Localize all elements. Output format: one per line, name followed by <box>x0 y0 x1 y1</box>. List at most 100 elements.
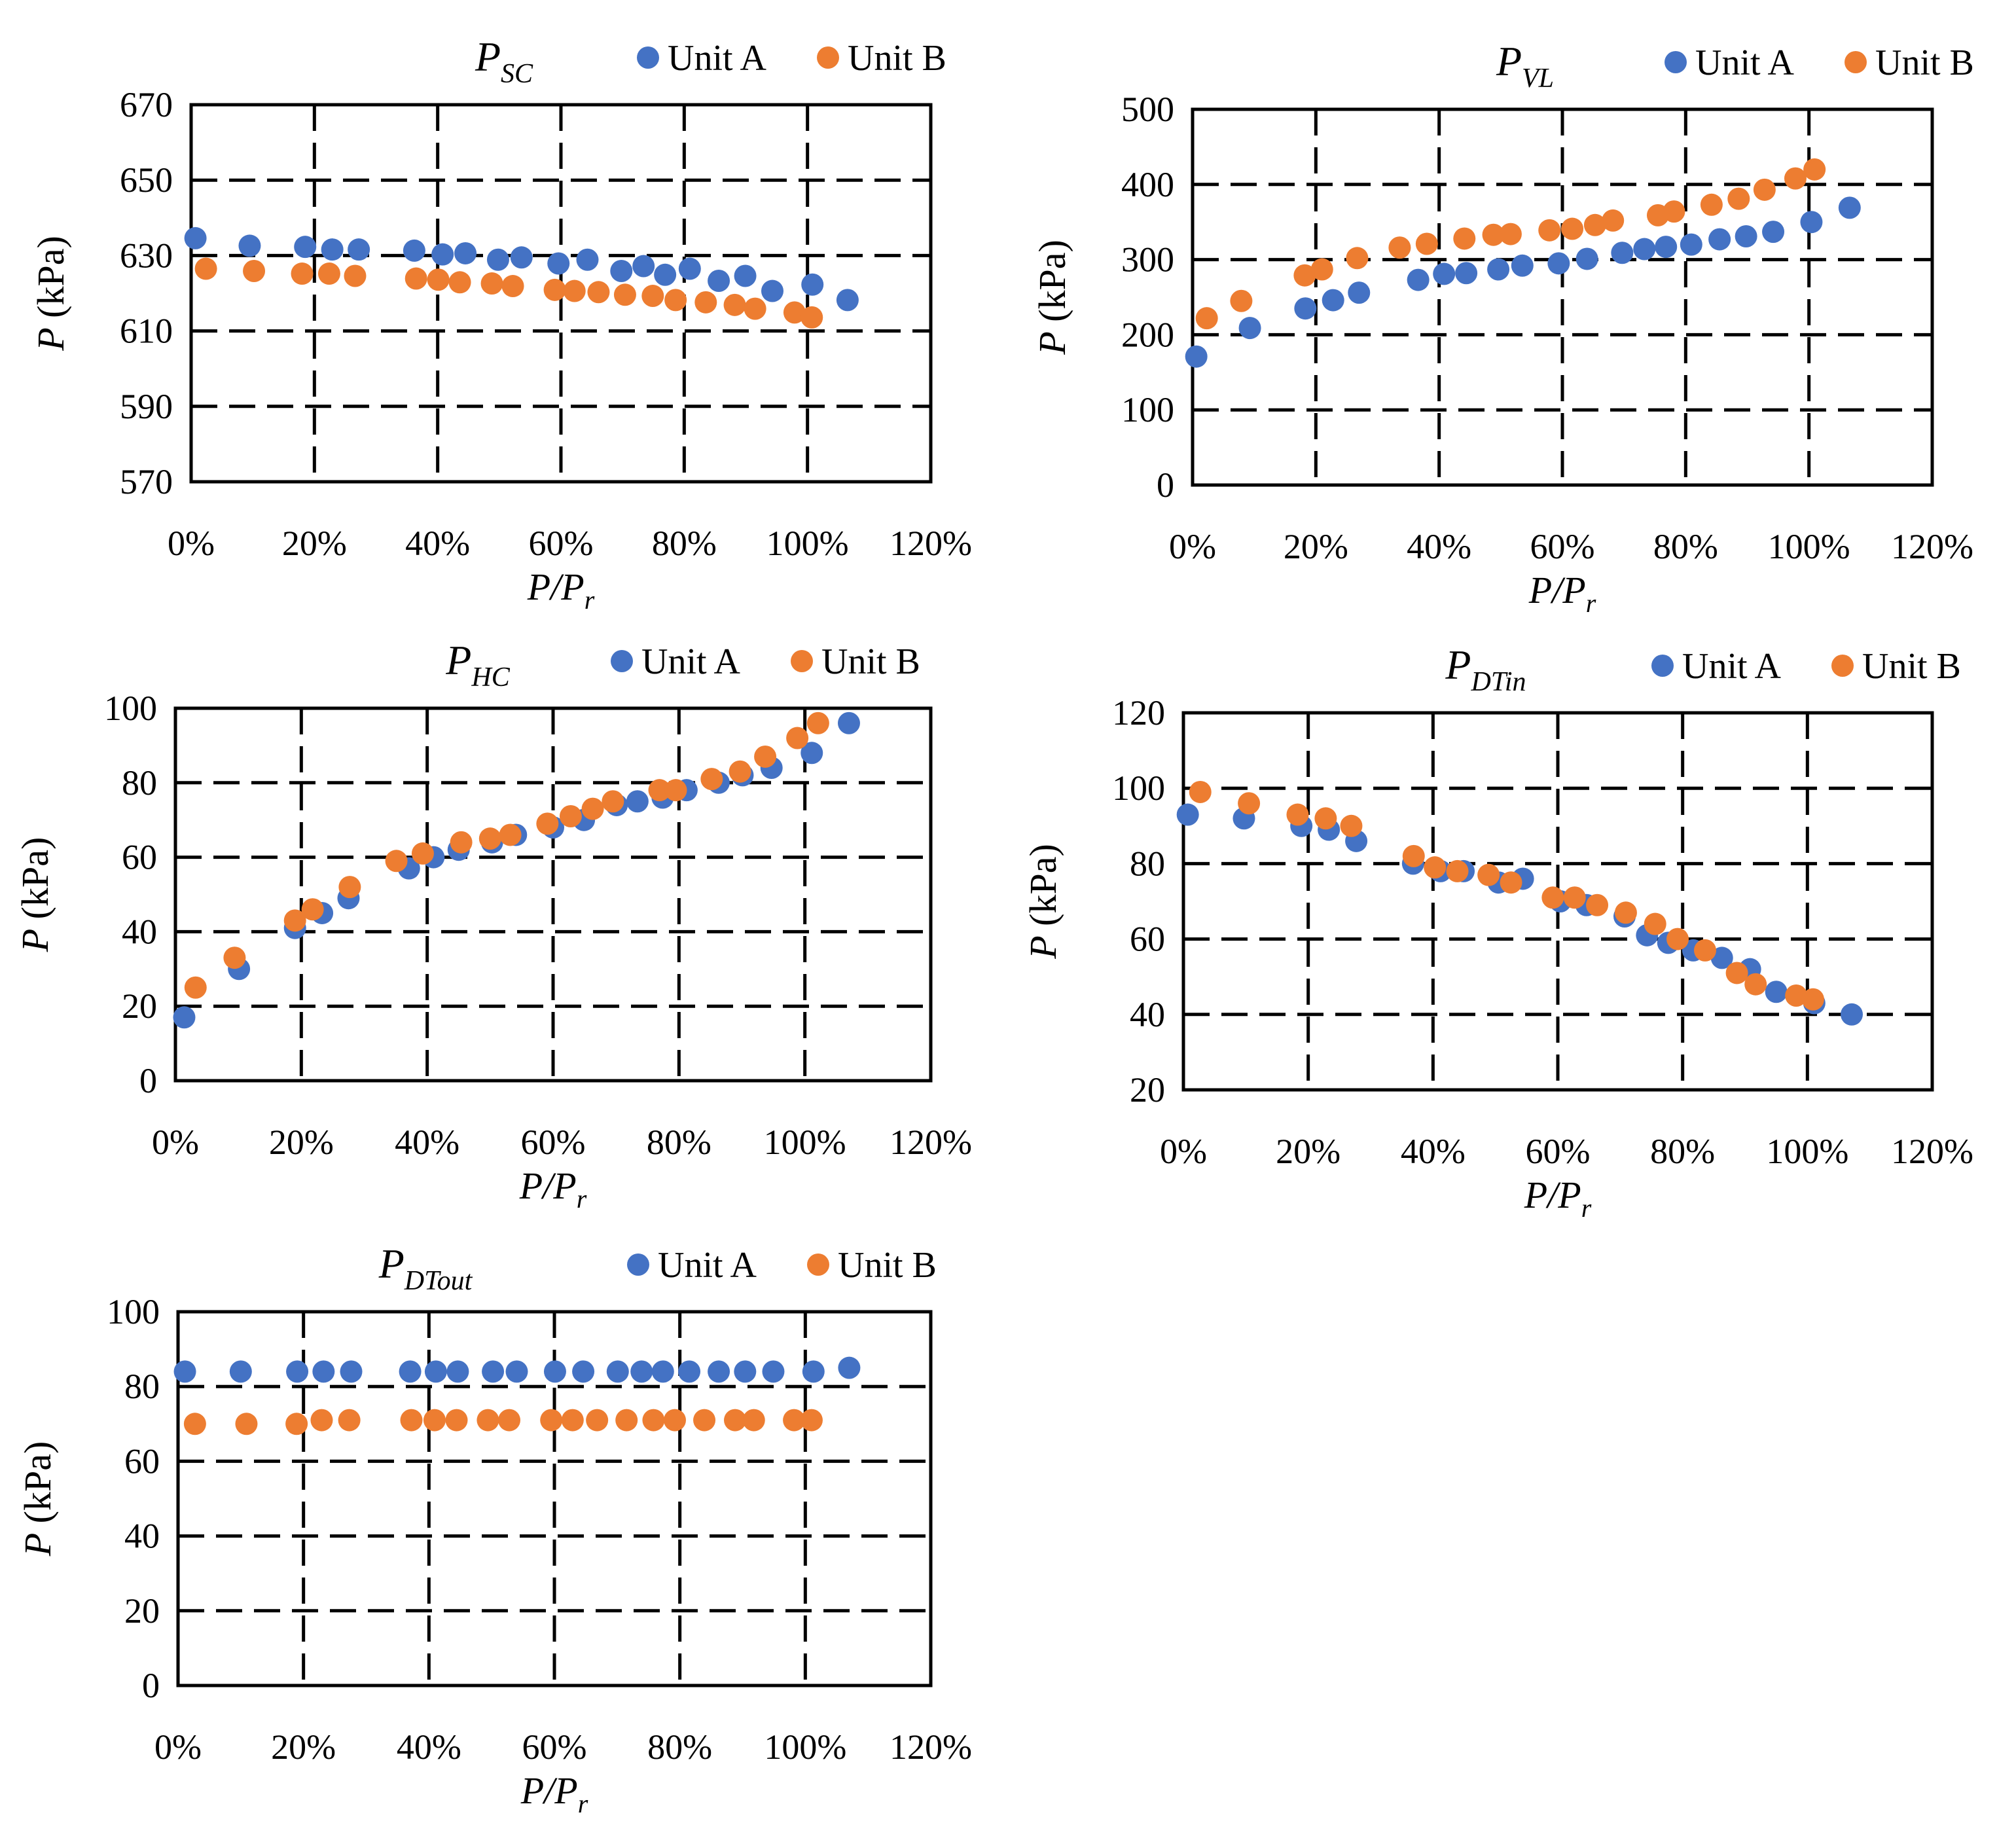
data-point <box>694 291 717 314</box>
y-tick-label: 40 <box>124 1517 160 1556</box>
legend-marker <box>1665 51 1687 73</box>
data-point <box>664 779 687 802</box>
data-point <box>450 831 473 854</box>
data-point <box>238 234 261 257</box>
data-point <box>482 1360 505 1383</box>
plot-frame <box>173 706 933 1083</box>
data-point <box>1727 187 1750 210</box>
data-point <box>1453 227 1476 250</box>
data-point <box>1340 814 1363 837</box>
chart-dtin: 20 40 60 80 100 120 0% 20% 40% 60% 80% 100% 120% P/Pr… <box>1022 641 1973 1223</box>
data-point <box>1735 225 1757 248</box>
x-tick-label: 80% <box>1650 1132 1715 1171</box>
data-point <box>693 1409 716 1432</box>
data-point <box>1238 792 1261 815</box>
y-tick-label: 100 <box>1121 390 1174 429</box>
data-point <box>536 812 559 835</box>
data-point <box>423 1409 446 1432</box>
series-unit-b <box>1195 158 1826 330</box>
data-point <box>1663 200 1685 223</box>
x-tick-label: 20% <box>271 1727 336 1767</box>
data-point <box>1680 233 1702 256</box>
data-point <box>498 1409 520 1432</box>
x-tick-label: 120% <box>1891 527 1973 566</box>
data-point <box>1583 213 1606 236</box>
data-point <box>802 1360 825 1383</box>
series-unit-b <box>194 257 823 329</box>
data-point <box>1310 258 1333 281</box>
data-point <box>1633 238 1656 261</box>
data-point <box>806 712 829 734</box>
data-point <box>283 909 306 932</box>
data-point <box>734 1360 757 1383</box>
data-point <box>836 289 859 312</box>
x-tick-label: 120% <box>890 524 972 563</box>
data-point <box>1800 211 1823 234</box>
y-tick-label: 80 <box>124 1367 160 1406</box>
data-point <box>477 1409 499 1432</box>
legend-marker <box>817 46 839 69</box>
y-tick-label: 610 <box>120 312 173 351</box>
data-point <box>1294 297 1317 320</box>
legend: Unit A Unit B <box>637 38 946 79</box>
y-axis-label: P (kPa) <box>29 236 72 352</box>
data-point <box>243 260 266 283</box>
data-point <box>480 272 503 295</box>
data-point <box>1511 254 1534 277</box>
data-point <box>286 1360 309 1383</box>
legend-label: Unit A <box>658 1245 757 1286</box>
data-point <box>559 805 582 828</box>
data-point <box>613 283 636 306</box>
legend-label: Unit B <box>838 1245 937 1286</box>
y-tick-label: 0 <box>139 1061 157 1100</box>
y-tick-label: 300 <box>1121 240 1174 279</box>
data-point <box>1710 947 1733 969</box>
data-point <box>801 742 823 765</box>
data-point <box>338 876 361 899</box>
data-point <box>1487 258 1510 281</box>
data-point <box>1348 281 1371 304</box>
legend-label: Unit B <box>1862 646 1961 687</box>
data-point <box>783 301 806 324</box>
data-point <box>678 257 701 280</box>
data-point <box>431 243 454 266</box>
legend-label: Unit B <box>821 641 920 682</box>
data-point <box>1744 973 1767 996</box>
data-point <box>630 1360 653 1383</box>
y-axis-label: P (kPa) <box>1022 844 1064 960</box>
y-tick-label: 500 <box>1121 90 1174 129</box>
y-tick-label: 200 <box>1121 315 1174 354</box>
data-point <box>632 255 655 278</box>
data-point <box>561 1409 584 1432</box>
y-tick-label: 0 <box>1157 465 1174 505</box>
legend-marker <box>807 1253 829 1276</box>
plot-frame <box>176 1310 933 1687</box>
data-point <box>724 1409 746 1432</box>
x-tick-label: 20% <box>269 1123 334 1162</box>
data-point <box>1784 167 1807 190</box>
data-point <box>1666 928 1689 950</box>
legend-marker <box>627 1253 649 1276</box>
plot-frame <box>189 103 933 484</box>
data-point <box>606 1360 629 1383</box>
data-point <box>183 1413 206 1435</box>
data-point <box>1482 223 1505 246</box>
data-point <box>317 262 340 285</box>
data-point <box>547 252 570 275</box>
x-tick-label: 60% <box>1530 527 1595 566</box>
series-unit-a <box>184 226 859 312</box>
data-point <box>572 1360 595 1383</box>
series-unit-b <box>183 1409 823 1435</box>
x-axis-label: P/Pr <box>1528 569 1596 618</box>
data-point <box>501 275 524 298</box>
data-point <box>1765 981 1788 1003</box>
x-axis-label: P/Pr <box>1524 1174 1592 1223</box>
data-point <box>1238 317 1261 340</box>
chart-title: PSC <box>475 33 533 89</box>
legend: Unit A Unit B <box>611 641 920 682</box>
data-point <box>1433 262 1456 285</box>
series-unit-b <box>1189 780 1824 1011</box>
x-tick-label: 80% <box>647 1123 711 1162</box>
data-point <box>1322 289 1344 312</box>
data-point <box>1286 803 1309 826</box>
